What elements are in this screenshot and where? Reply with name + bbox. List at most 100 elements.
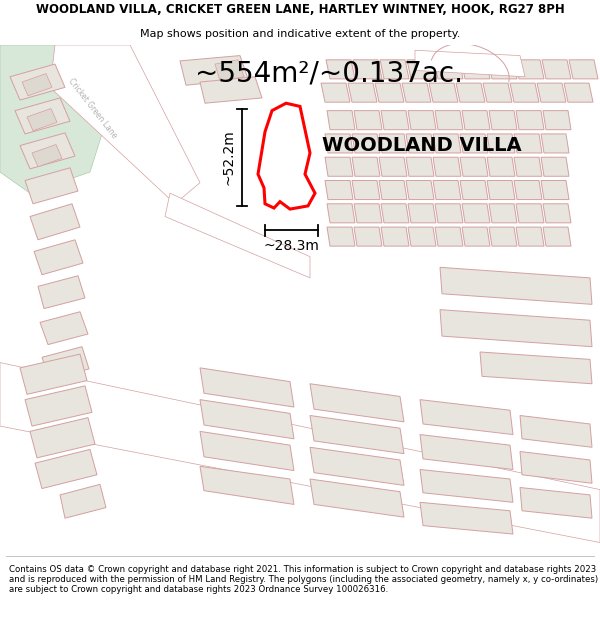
Polygon shape [435, 204, 463, 223]
Polygon shape [433, 181, 461, 199]
Polygon shape [462, 227, 490, 246]
Polygon shape [35, 449, 97, 489]
Polygon shape [326, 60, 355, 79]
Polygon shape [462, 204, 490, 223]
Polygon shape [381, 204, 409, 223]
Polygon shape [42, 347, 89, 379]
Text: WOODLAND VILLA, CRICKET GREEN LANE, HARTLEY WINTNEY, HOOK, RG27 8PH: WOODLAND VILLA, CRICKET GREEN LANE, HART… [35, 3, 565, 16]
Polygon shape [327, 111, 355, 129]
Polygon shape [165, 193, 310, 278]
Polygon shape [352, 181, 380, 199]
Polygon shape [541, 181, 569, 199]
Polygon shape [433, 134, 461, 153]
Polygon shape [487, 158, 515, 176]
Polygon shape [433, 158, 461, 176]
Polygon shape [200, 399, 294, 439]
Polygon shape [200, 466, 294, 504]
Polygon shape [27, 109, 57, 131]
Polygon shape [488, 60, 517, 79]
Polygon shape [180, 56, 248, 85]
Polygon shape [420, 434, 513, 469]
Text: Contains OS data © Crown copyright and database right 2021. This information is : Contains OS data © Crown copyright and d… [9, 564, 598, 594]
Polygon shape [537, 83, 566, 102]
Polygon shape [543, 204, 571, 223]
Polygon shape [489, 204, 517, 223]
Polygon shape [310, 448, 404, 486]
Polygon shape [420, 399, 513, 434]
Polygon shape [516, 227, 544, 246]
Polygon shape [375, 83, 404, 102]
Polygon shape [543, 227, 571, 246]
Polygon shape [44, 382, 89, 414]
Polygon shape [352, 158, 380, 176]
Polygon shape [541, 134, 569, 153]
Polygon shape [487, 134, 515, 153]
Polygon shape [456, 83, 485, 102]
Polygon shape [520, 416, 592, 447]
Polygon shape [353, 60, 382, 79]
Polygon shape [489, 111, 517, 129]
Polygon shape [406, 134, 434, 153]
Polygon shape [408, 111, 436, 129]
Polygon shape [348, 83, 377, 102]
Polygon shape [435, 227, 463, 246]
Text: Map shows position and indicative extent of the property.: Map shows position and indicative extent… [140, 29, 460, 39]
Text: WOODLAND VILLA: WOODLAND VILLA [322, 136, 521, 155]
Polygon shape [40, 312, 88, 344]
Polygon shape [327, 204, 355, 223]
Polygon shape [354, 111, 382, 129]
Polygon shape [514, 158, 542, 176]
Polygon shape [10, 64, 65, 100]
Polygon shape [50, 45, 200, 204]
Polygon shape [440, 309, 592, 347]
Polygon shape [25, 386, 92, 426]
Polygon shape [543, 111, 571, 129]
Polygon shape [407, 60, 436, 79]
Polygon shape [380, 60, 409, 79]
Polygon shape [460, 181, 488, 199]
Polygon shape [22, 74, 52, 96]
Polygon shape [480, 352, 592, 384]
Polygon shape [510, 83, 539, 102]
Polygon shape [354, 204, 382, 223]
Polygon shape [310, 479, 404, 517]
Polygon shape [408, 227, 436, 246]
Polygon shape [402, 83, 431, 102]
Polygon shape [379, 181, 407, 199]
Polygon shape [0, 45, 110, 193]
Polygon shape [564, 83, 593, 102]
Polygon shape [460, 134, 488, 153]
Polygon shape [310, 384, 404, 422]
Polygon shape [325, 134, 353, 153]
Polygon shape [440, 268, 592, 304]
Polygon shape [429, 83, 458, 102]
Polygon shape [542, 60, 571, 79]
Polygon shape [381, 227, 409, 246]
Polygon shape [514, 134, 542, 153]
Text: ~52.2m: ~52.2m [222, 129, 236, 185]
Polygon shape [325, 181, 353, 199]
Polygon shape [215, 60, 244, 81]
Polygon shape [32, 144, 62, 167]
Polygon shape [379, 158, 407, 176]
Polygon shape [462, 111, 490, 129]
Polygon shape [327, 227, 355, 246]
Polygon shape [420, 469, 513, 502]
Polygon shape [30, 418, 95, 458]
Polygon shape [514, 181, 542, 199]
Polygon shape [381, 111, 409, 129]
Polygon shape [516, 111, 544, 129]
Polygon shape [60, 484, 106, 518]
Polygon shape [434, 60, 463, 79]
Polygon shape [487, 181, 515, 199]
Polygon shape [354, 227, 382, 246]
Polygon shape [20, 354, 87, 394]
Polygon shape [460, 158, 488, 176]
Polygon shape [20, 133, 75, 169]
Polygon shape [406, 181, 434, 199]
Polygon shape [515, 60, 544, 79]
Polygon shape [321, 83, 350, 102]
Polygon shape [325, 158, 353, 176]
Polygon shape [415, 50, 525, 77]
Polygon shape [258, 103, 315, 209]
